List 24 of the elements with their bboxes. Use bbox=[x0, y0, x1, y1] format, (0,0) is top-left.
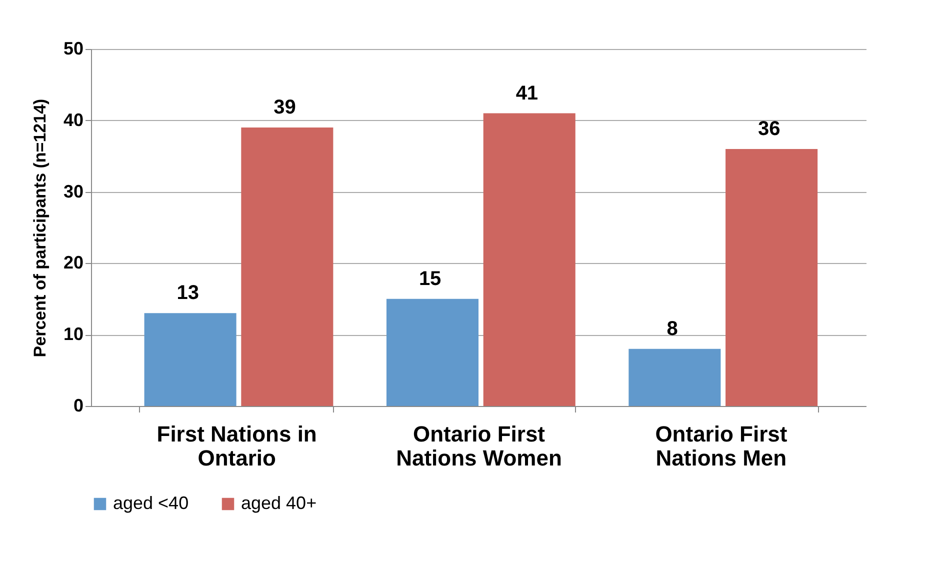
x-tick-label: First Nations in Ontario bbox=[156, 422, 317, 470]
y-tick-label: 10 bbox=[63, 324, 84, 344]
bar bbox=[241, 128, 334, 406]
bar bbox=[483, 113, 576, 406]
x-tick-label: Ontario First Nations Women bbox=[396, 422, 562, 470]
legend-label: aged <40 bbox=[113, 493, 189, 513]
y-axis-title: Percent of participants (n=1214) bbox=[30, 98, 50, 358]
y-tick-label: 40 bbox=[63, 110, 84, 130]
data-label: 36 bbox=[758, 118, 780, 140]
bar bbox=[628, 348, 721, 406]
data-label: 8 bbox=[666, 318, 678, 340]
bar bbox=[386, 298, 478, 406]
data-label: 15 bbox=[418, 268, 442, 290]
data-label: 39 bbox=[274, 96, 296, 119]
bar bbox=[144, 313, 236, 406]
y-tick-label: 30 bbox=[63, 181, 84, 202]
legend-label: aged 40+ bbox=[241, 493, 317, 513]
y-tick-label: 0 bbox=[73, 396, 84, 416]
data-label: 13 bbox=[176, 282, 199, 304]
y-tick-label: 20 bbox=[63, 252, 84, 273]
y-tick-label: 50 bbox=[63, 38, 84, 58]
data-label: 41 bbox=[516, 82, 538, 104]
bar bbox=[726, 148, 818, 406]
x-tick-label: Ontario First Nations Men bbox=[655, 422, 788, 470]
